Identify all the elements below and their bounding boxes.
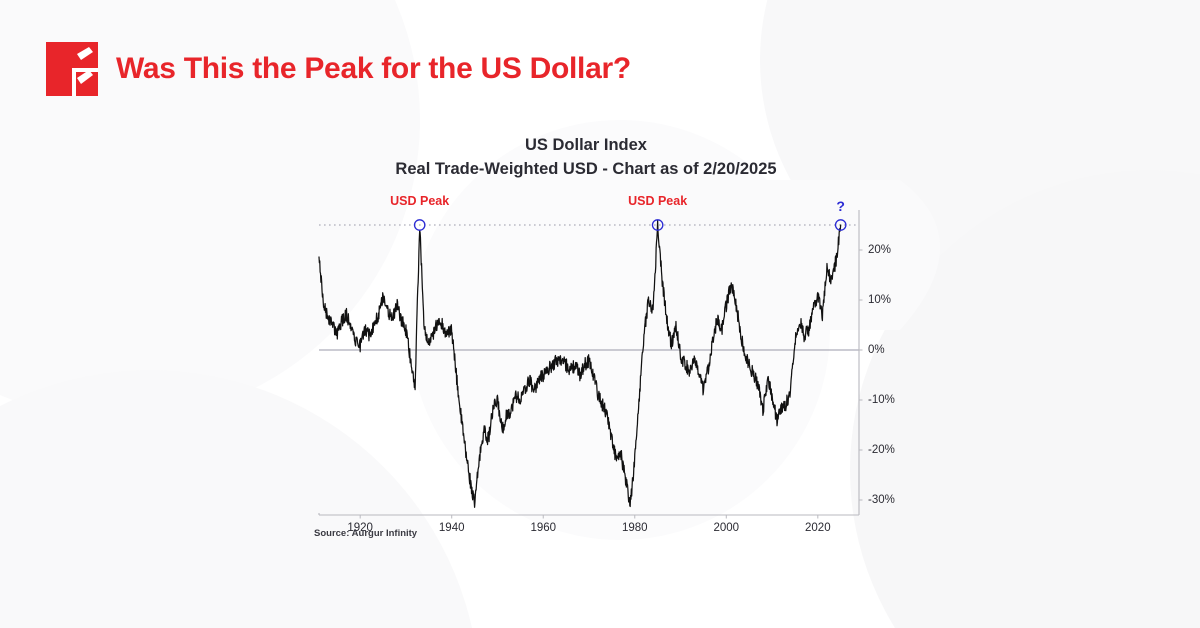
usd-peak-annotation-label: USD Peak [390, 194, 450, 208]
x-axis-tick-label: 1960 [530, 522, 557, 534]
plot-area: 20% 10% 0% -10% -20% -30% 1920 1940 1960 1980 2000… [310, 194, 895, 534]
usd-peak-annotation-label: USD Peak [628, 194, 688, 208]
aurgur-square-logo-icon [46, 42, 98, 96]
y-axis-tick-label: 10% [868, 294, 892, 306]
axis-ticks-group [359, 249, 863, 519]
y-axis-tick-label: -30% [868, 494, 895, 506]
series-line [318, 220, 842, 508]
series-group [318, 220, 842, 508]
plot-svg [318, 210, 863, 519]
chart-title: US Dollar Index Real Trade-Weighted USD … [310, 134, 862, 182]
y-axis-tick-label: 20% [868, 244, 892, 256]
y-axis-tick-label: 0% [868, 344, 885, 356]
x-axis-tick-label: 1940 [438, 522, 465, 534]
chart-title-line-2: Real Trade-Weighted USD - Chart as of 2/… [395, 159, 777, 178]
x-axis-tick-label: 2020 [805, 522, 831, 534]
y-axis-tick-label: -20% [868, 444, 895, 456]
source-note: Source: Aurgur Infinity [314, 528, 418, 539]
question-annotation-label: ? [836, 198, 845, 214]
x-axis-tick-label: 1980 [621, 522, 648, 534]
y-axis-tick-label: -10% [868, 394, 895, 406]
chart-title-line-1: US Dollar Index [525, 136, 647, 154]
page-title: Was This the Peak for the US Dollar? [116, 52, 631, 85]
page-header: Was This the Peak for the US Dollar? [46, 42, 631, 96]
x-axis-tick-label: 2000 [713, 522, 740, 534]
